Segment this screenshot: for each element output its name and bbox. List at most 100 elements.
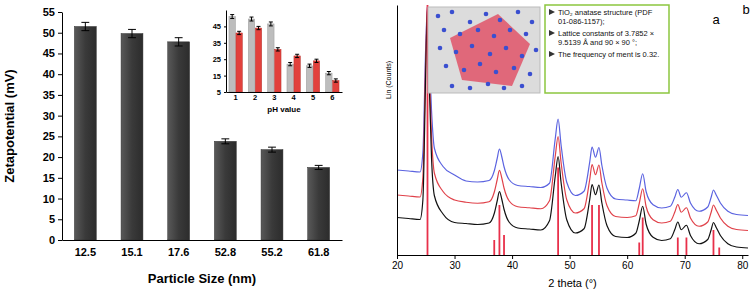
tick: 35 [213, 39, 226, 48]
axis [397, 6, 398, 256]
figure: 051015202530354045505512.515.117.652.855… [0, 0, 756, 293]
error-cap [175, 37, 183, 38]
error-bar [256, 26, 260, 29]
error-cap [327, 74, 331, 75]
tick-label: 30 [43, 110, 55, 122]
atom [438, 46, 443, 51]
text-box-frame [545, 5, 669, 93]
text-box-line: Lattice constants of 3.7852 ×9.5139 Å an… [558, 29, 654, 47]
x-axis-title: pH value [267, 105, 301, 114]
tick-label: 20 [43, 151, 55, 163]
tick-label: 61.8 [308, 246, 329, 258]
error-cap [256, 26, 260, 27]
error-cap [288, 65, 292, 66]
tick-label: 45 [213, 22, 221, 31]
tick-label: 17.6 [168, 246, 189, 258]
reference-line [598, 205, 600, 255]
tick-label: 0 [49, 234, 55, 246]
reference-line [591, 205, 593, 255]
tick-label: 15 [43, 172, 55, 184]
tick: 20 [392, 255, 404, 271]
error-cap [230, 14, 234, 15]
tick-label: 50 [565, 260, 577, 271]
atom [486, 82, 491, 87]
axis: 20304050607080 [392, 255, 749, 271]
error-cap [269, 25, 273, 26]
tick-label: 35 [213, 39, 221, 48]
atom [488, 52, 493, 57]
text-box: TiO₂ anatase structure (PDF01-086-1157);… [545, 5, 669, 93]
error-cap [221, 138, 229, 139]
tick-label: 45 [43, 47, 55, 59]
tick-label: 50 [43, 27, 55, 39]
tick-label: 3 [272, 93, 276, 102]
error-cap [128, 37, 136, 38]
axis-line [62, 13, 63, 241]
tick: 61.8 [308, 240, 329, 258]
error-cap [81, 22, 89, 23]
atom [442, 28, 447, 33]
error-bar [288, 62, 292, 65]
panel-label: a [712, 12, 720, 27]
tick: 3 [272, 92, 276, 102]
tick: 5 [311, 92, 315, 102]
error-bar [327, 72, 331, 75]
tick-label: 5 [217, 88, 221, 97]
tick-label: 20 [392, 260, 404, 271]
atom [494, 70, 499, 75]
axis: 123456 [227, 92, 343, 102]
error-bar [334, 79, 338, 82]
bar [168, 42, 190, 240]
tick: 5 [49, 213, 62, 225]
error-line [318, 165, 319, 169]
tick: 6 [330, 92, 334, 102]
error-line [272, 147, 273, 152]
error-cap [175, 45, 183, 46]
x-axis-title: 2 theta (°) [548, 277, 596, 289]
bar [294, 56, 300, 92]
error-bar [128, 29, 136, 37]
plot-area [229, 15, 339, 92]
tick-mark [58, 33, 62, 34]
reference-line [493, 240, 495, 255]
atom [484, 12, 489, 17]
atom [436, 14, 441, 19]
error-line [85, 22, 86, 30]
error-bar [276, 48, 280, 51]
reference-line [686, 238, 688, 256]
atom [470, 44, 475, 49]
tick: 30 [449, 255, 461, 271]
tick: 4 [292, 92, 297, 102]
atom [520, 84, 525, 89]
tick-label: 25 [213, 55, 221, 64]
atom [454, 50, 459, 55]
tick-mark [58, 116, 62, 117]
zeta-chart: 051015202530354045505512.515.117.652.855… [2, 6, 343, 286]
tick: 80 [737, 255, 749, 271]
line [397, 5, 748, 216]
line [397, 5, 748, 231]
inset-frame [428, 7, 540, 93]
plot-area [397, 5, 748, 255]
bar [74, 27, 96, 240]
error-cap [276, 51, 280, 52]
atom [512, 66, 517, 71]
ph-inset-chart: 515253545123456pH value [213, 11, 343, 115]
line [397, 8, 748, 249]
tick: 35 [43, 89, 62, 101]
atom [468, 86, 473, 91]
atom [504, 46, 509, 51]
atom [498, 18, 503, 23]
y-axis-title: Zetapotential (mV) [2, 69, 17, 182]
error-cap [295, 57, 299, 58]
bullet [549, 51, 555, 57]
tick: 17.6 [168, 240, 189, 258]
bar [326, 73, 332, 92]
tick-label: 55.2 [261, 246, 282, 258]
reference-line [499, 205, 501, 255]
error-bar [175, 38, 183, 46]
tick-mark [224, 59, 226, 60]
tick: 40 [43, 68, 62, 80]
bar [313, 61, 319, 92]
tick-label: 60 [622, 260, 634, 271]
